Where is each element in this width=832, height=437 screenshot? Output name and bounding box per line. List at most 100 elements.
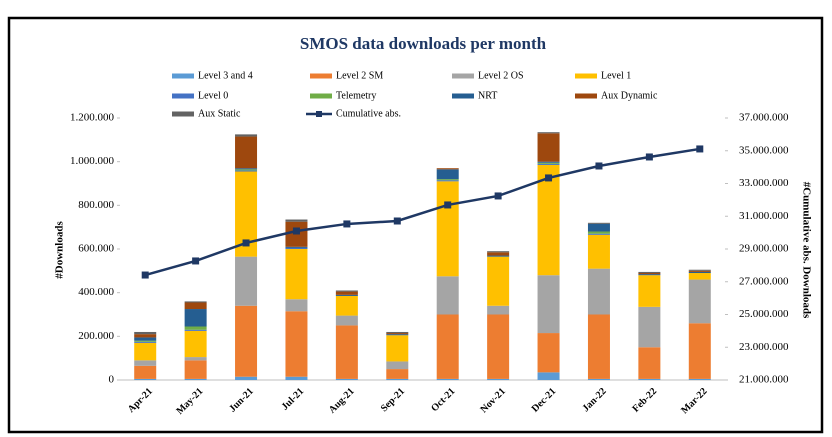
legend-label: Level 1 [601, 70, 631, 81]
bar-segment [537, 333, 560, 373]
bar-segment [134, 341, 157, 343]
bar-segment [184, 330, 207, 358]
legend-swatch [452, 93, 474, 99]
bar-segment [134, 360, 157, 366]
bar-segment [285, 311, 308, 377]
legend-label: Aux Static [198, 108, 241, 119]
bar-segment [537, 161, 560, 163]
line-marker [192, 257, 200, 265]
bar-segment [335, 315, 358, 326]
legend-swatch [172, 111, 194, 117]
y2-tick-label: 29.000.000 [739, 243, 789, 255]
bar-segment [587, 231, 610, 234]
line-marker [444, 201, 452, 209]
bar-segment [235, 376, 258, 380]
bar-segment [587, 314, 610, 379]
bar-segment [436, 276, 459, 315]
bar-segment [134, 337, 157, 341]
bar-segment [134, 334, 157, 338]
chart-title: SMOS data downloads per month [300, 34, 547, 53]
y2-tick-label: 35.000.000 [739, 144, 789, 156]
y2-tick-label: 33.000.000 [739, 177, 789, 189]
legend-swatch [172, 73, 194, 79]
bar-segment [587, 234, 610, 269]
legend-swatch [310, 73, 332, 79]
bar-segment [386, 335, 409, 362]
y2-tick-label: 23.000.000 [739, 341, 789, 353]
bar-segment [487, 314, 510, 379]
y-axis-title: #Downloads [54, 221, 66, 279]
legend-swatch [575, 73, 597, 79]
bar-segment [537, 275, 560, 334]
bar-segment [638, 273, 661, 275]
bar-segment [386, 378, 409, 380]
bar-segment [335, 291, 358, 295]
bar-segment [537, 162, 560, 164]
y-tick-label: 1.200.000 [70, 112, 115, 124]
bar-segment [184, 309, 207, 327]
y2-tick-label: 27.000.000 [739, 275, 789, 287]
bar-segment [235, 168, 258, 170]
bar-segment [688, 271, 711, 274]
line-marker [494, 192, 502, 200]
bar-segment [134, 378, 157, 380]
bar-segment [285, 219, 308, 222]
bar-segment [235, 134, 258, 137]
bar-segment [638, 347, 661, 379]
bar-segment [487, 255, 510, 257]
bar-segment [184, 357, 207, 361]
bar-segment [688, 273, 711, 280]
legend-label: Telemetry [336, 90, 376, 101]
bar-segment [436, 378, 459, 380]
y2-tick-label: 25.000.000 [739, 308, 789, 320]
bar-segment [184, 360, 207, 379]
y2-tick-label: 31.000.000 [739, 210, 789, 222]
legend-label: Level 0 [198, 90, 228, 101]
bar-segment [638, 271, 661, 274]
y-tick-label: 200.000 [78, 330, 114, 342]
bar-segment [587, 223, 610, 232]
bar-segment [436, 169, 459, 180]
legend-swatch [316, 111, 322, 117]
legend-swatch [172, 93, 194, 99]
y2-tick-label: 21.000.000 [739, 374, 789, 386]
bar-segment [436, 181, 459, 277]
bar-segment [134, 331, 157, 335]
y2-axis-title: #Cumulative abs. Downloads [800, 182, 812, 319]
bar-segment [537, 163, 560, 165]
bar-segment [537, 372, 560, 380]
bar-segment [386, 331, 409, 334]
bar-segment [235, 171, 258, 257]
bar-segment [688, 279, 711, 324]
bar-segment [638, 306, 661, 348]
bar-segment [638, 274, 661, 276]
y2-tick-label: 37.000.000 [739, 112, 789, 124]
bar-segment [335, 294, 358, 296]
bar-segment [235, 305, 258, 377]
y-tick-label: 400.000 [78, 286, 114, 298]
legend-label: Cumulative abs. [336, 108, 401, 119]
bar-segment [184, 301, 207, 303]
bar-segment [235, 256, 258, 306]
bar-segment [386, 361, 409, 370]
bar-segment [134, 340, 157, 342]
line-marker [242, 239, 250, 247]
y-tick-label: 0 [109, 374, 115, 386]
line-marker [595, 162, 603, 170]
bar-segment [335, 290, 358, 292]
bar-segment [688, 269, 711, 271]
bar-segment [335, 325, 358, 379]
bar-segment [638, 378, 661, 380]
bar-segment [487, 305, 510, 315]
bar-segment [184, 378, 207, 380]
bar-segment [487, 378, 510, 380]
legend-label: Level 2 OS [478, 70, 524, 81]
bar-segment [688, 270, 711, 272]
bar-segment [285, 247, 308, 249]
bar-segment [688, 323, 711, 379]
bar-segment [285, 246, 308, 248]
legend-label: Aux Dynamic [601, 90, 658, 101]
bar-segment [587, 233, 610, 235]
bar-segment [134, 342, 157, 361]
